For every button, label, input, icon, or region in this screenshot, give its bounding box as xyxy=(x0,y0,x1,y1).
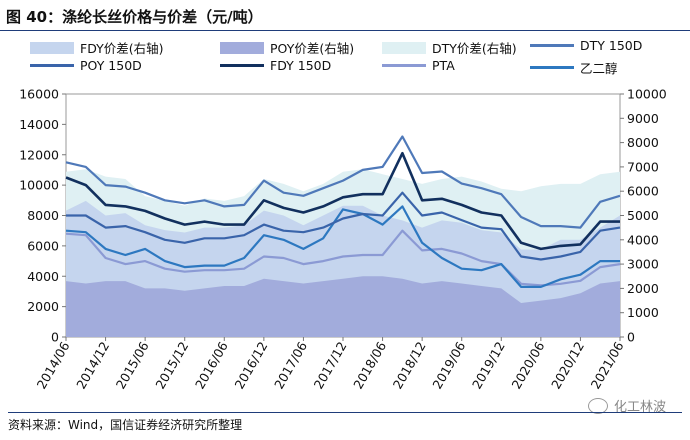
legend-swatch-poy-spread xyxy=(220,41,264,54)
legend-item-poy-150d: POY 150D xyxy=(30,58,142,73)
x-axis-tick-label: 2016/06 xyxy=(192,339,231,392)
legend-item-dty-spread: DTY价差(右轴) xyxy=(382,38,517,57)
legend-label-pta: PTA xyxy=(432,58,455,73)
legend-label-poy-spread: POY价差(右轴) xyxy=(270,41,355,56)
x-axis-tick-label: 2017/12 xyxy=(311,339,350,391)
legend-label-fdy-150d: FDY 150D xyxy=(270,58,332,73)
x-axis-tick-label: 2019/12 xyxy=(469,339,508,391)
x-axis-tick-label: 2017/06 xyxy=(271,339,310,392)
right-axis-tick-label: 0 xyxy=(627,330,635,345)
right-axis-tick-label: 6000 xyxy=(627,184,659,199)
left-axis-tick-label: 16000 xyxy=(19,87,59,102)
watermark-label: 化工林波 xyxy=(613,400,666,415)
legend-label-dty-150d: DTY 150D xyxy=(580,38,643,53)
x-axis-tick-label: 2020/12 xyxy=(548,339,587,391)
left-axis-tick-label: 10000 xyxy=(19,178,59,193)
legend-swatch-fdy-spread xyxy=(30,41,74,54)
legend-label-dty-spread: DTY价差(右轴) xyxy=(432,41,517,56)
right-axis-tick-label: 8000 xyxy=(627,135,659,150)
chart-plot: 0 2000 4000 6000 8000 10000 12000 14000 16000 0 10… xyxy=(19,87,667,392)
right-axis-tick-label: 1000 xyxy=(627,305,659,320)
legend-swatch-meg xyxy=(530,66,574,69)
legend-label-meg: 乙二醇 xyxy=(580,61,618,76)
left-axis-tick-label: 12000 xyxy=(19,147,59,162)
x-axis-tick-label: 2014/06 xyxy=(34,339,73,392)
line-series-4 xyxy=(66,191,621,261)
x-axis-tick-label: 2018/06 xyxy=(350,339,389,392)
x-axis-tick-label: 2015/06 xyxy=(113,339,152,392)
x-axis-tick-label: 2016/12 xyxy=(231,339,270,391)
legend-swatch-poy-150d xyxy=(30,64,74,67)
x-axis-tick-label: 2014/12 xyxy=(73,339,112,391)
left-axis-tick-label: 0 xyxy=(51,330,59,345)
line-series-5 xyxy=(65,151,620,251)
right-axis-tick-label: 9000 xyxy=(627,111,659,126)
wechat-logo-icon xyxy=(587,397,608,414)
x-axis-tick-label: 2015/12 xyxy=(152,339,191,391)
legend-item-pta: PTA xyxy=(382,58,455,73)
page-title: 图 40：涤纶长丝价格与价差（元/吨） xyxy=(6,8,263,26)
watermark: 化工林波 xyxy=(587,396,666,415)
title-bar: 图 40：涤纶长丝价格与价差（元/吨） xyxy=(0,0,690,31)
right-axis-tick-label: 10000 xyxy=(627,87,667,102)
x-axis-tick-label: 2019/06 xyxy=(429,339,468,392)
left-axis-tick-label: 6000 xyxy=(27,238,59,253)
line-series-7 xyxy=(65,205,620,288)
chart-legend: FDY价差(右轴) POY价差(右轴) DTY价差(右轴) DTY 150D P… xyxy=(0,34,690,80)
legend-item-dty-150d: DTY 150D xyxy=(530,38,642,53)
legend-swatch-dty-150d xyxy=(530,44,574,47)
right-axis-tick-label: 7000 xyxy=(627,159,659,174)
legend-item-meg: 乙二醇 xyxy=(530,58,618,77)
left-axis-tick-label: 8000 xyxy=(27,208,59,223)
legend-swatch-dty-spread xyxy=(382,41,426,54)
legend-label-fdy-spread: FDY价差(右轴) xyxy=(80,41,164,56)
x-axis-tick-label: 2020/06 xyxy=(508,339,547,392)
left-axis-tick-label: 2000 xyxy=(27,299,59,314)
legend-item-fdy-spread: FDY价差(右轴) xyxy=(30,38,164,57)
line-series-3 xyxy=(65,135,621,229)
right-axis-tick-label: 4000 xyxy=(627,232,659,247)
legend-label-poy-150d: POY 150D xyxy=(80,58,142,73)
left-axis-tick-label: 14000 xyxy=(19,117,59,132)
x-axis-tick-label: 2018/12 xyxy=(390,339,429,391)
line-series-6 xyxy=(65,229,621,287)
area-series-1 xyxy=(66,276,620,337)
x-axis-tick-label: 2021/06 xyxy=(588,339,627,392)
left-axis-tick-label: 4000 xyxy=(27,269,59,284)
right-axis-tick-label: 3000 xyxy=(627,257,659,272)
legend-swatch-pta xyxy=(382,64,426,67)
right-axis-tick-label: 5000 xyxy=(627,208,659,223)
right-axis-tick-label: 2000 xyxy=(627,281,659,296)
source-note: 资料来源：Wind，国信证券经济研究所整理 xyxy=(8,412,682,433)
legend-item-poy-spread: POY价差(右轴) xyxy=(220,38,354,57)
legend-swatch-fdy-150d xyxy=(220,64,264,67)
legend-item-fdy-150d: FDY 150D xyxy=(220,58,331,73)
